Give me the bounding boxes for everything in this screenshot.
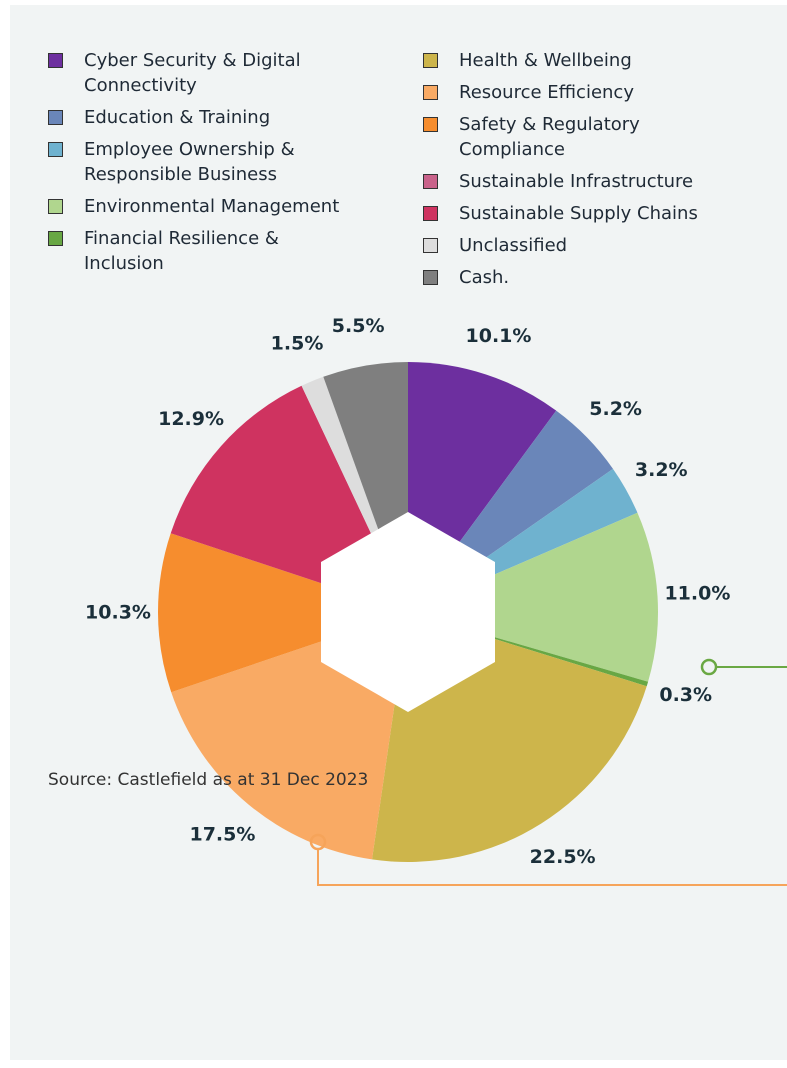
legend-item: Financial Resilience & Inclusion: [48, 226, 378, 276]
legend-label: Employee Ownership & Responsible Busines…: [84, 139, 295, 185]
legend-swatch: [423, 238, 438, 253]
legend-item: Resource Efficiency: [423, 80, 753, 105]
legend-swatch: [423, 270, 438, 285]
legend: Health & Wellbeing Resource Efficiency Saf…: [423, 48, 753, 297]
data-label: 12.9%: [158, 408, 224, 430]
legend-swatch: [423, 85, 438, 100]
data-label: 0.3%: [659, 684, 712, 706]
source: Source: Castlefield as at 31 Dec 2023: [48, 770, 369, 790]
legend-item: Unclassified: [423, 233, 753, 258]
legend: Cyber Security & Digital Connectivity Edu…: [48, 48, 378, 283]
data-label: 5.5%: [332, 315, 385, 337]
pie-slice: [408, 512, 658, 682]
legend-label: Cash.: [459, 267, 510, 288]
legend-item: Environmental Management: [48, 194, 378, 219]
legend-label: Resource Efficiency: [459, 82, 634, 103]
legend-label: Cyber Security & Digital Connectivity: [84, 50, 301, 96]
legend-label: Unclassified: [459, 235, 568, 256]
pie-slice: [158, 533, 408, 693]
legend-swatch: [423, 117, 438, 132]
legend-swatch: [48, 199, 63, 214]
data-label: 5.2%: [589, 398, 642, 420]
legend-item: Cash.: [423, 265, 753, 290]
legend-swatch: [423, 206, 438, 221]
legend-swatch: [48, 53, 63, 68]
data-label: 10.3%: [85, 601, 151, 623]
legend-label: Sustainable Infrastructure: [459, 171, 694, 192]
data-label: 10.1%: [466, 325, 532, 347]
legend-item: Education & Training: [48, 105, 378, 130]
callout-dot: [700, 658, 718, 676]
legend-item: Safety & Regulatory Compliance: [423, 112, 753, 162]
legend-swatch: [48, 231, 63, 246]
legend-item: Sustainable Infrastructure: [423, 169, 753, 194]
center-hexagon: [321, 512, 495, 712]
legend-item: Sustainable Supply Chains: [423, 201, 753, 226]
data-label: 17.5%: [189, 823, 255, 845]
legend-label: Education & Training: [84, 107, 271, 128]
legend-label: Financial Resilience & Inclusion: [84, 228, 279, 274]
legend-label: Safety & Regulatory Compliance: [459, 114, 640, 160]
data-label: 3.2%: [635, 459, 688, 481]
legend-swatch: [423, 174, 438, 189]
data-label: 22.5%: [530, 846, 596, 868]
legend-item: Health & Wellbeing: [423, 48, 753, 73]
legend-label: Environmental Management: [84, 196, 340, 217]
legend-swatch: [423, 53, 438, 68]
legend-label: Sustainable Supply Chains: [459, 203, 698, 224]
legend-label: Health & Wellbeing: [459, 50, 632, 71]
legend-swatch: [48, 142, 63, 157]
legend-swatch: [48, 110, 63, 125]
data-label: 1.5%: [271, 333, 324, 355]
legend-item: Employee Ownership & Responsible Busines…: [48, 137, 378, 187]
legend-item: Cyber Security & Digital Connectivity: [48, 48, 378, 98]
data-label: 11.0%: [664, 582, 730, 604]
callout-line: [317, 849, 787, 886]
